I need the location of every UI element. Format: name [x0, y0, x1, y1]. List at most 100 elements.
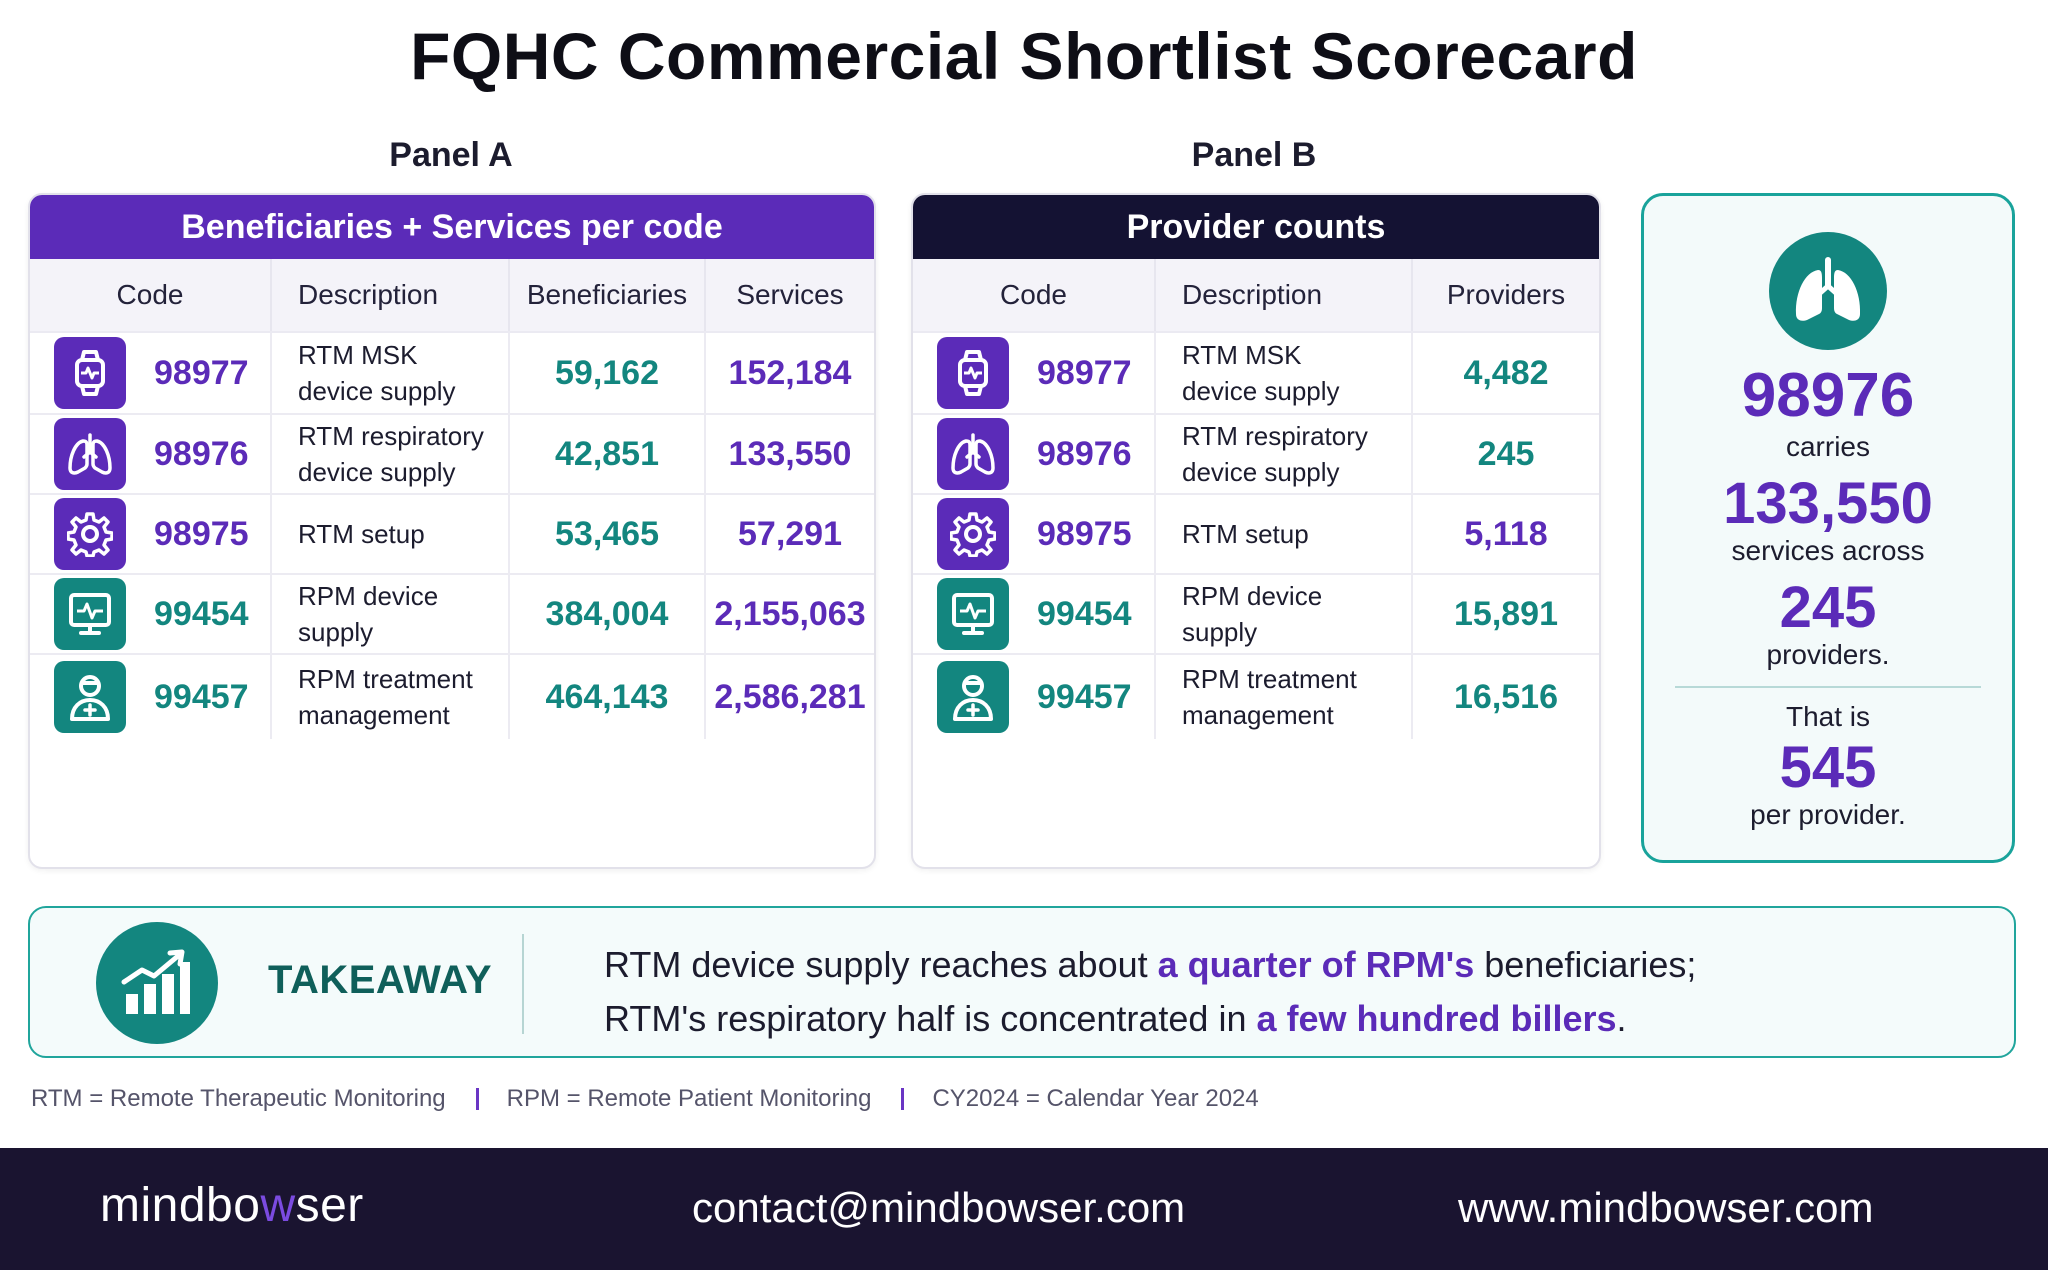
description-cell: RPM treatment management: [272, 655, 510, 739]
description-text: RPM treatment management: [1182, 664, 1357, 730]
takeaway-divider: [522, 934, 524, 1034]
code-cell: 98977: [913, 333, 1156, 413]
column-header-providers: Providers: [1446, 279, 1566, 310]
description-text: RPM device supply: [298, 581, 439, 647]
code-value: 98977: [154, 353, 249, 392]
description-text: RPM treatment management: [298, 664, 473, 730]
description-text: RTM respiratory device supply: [298, 421, 484, 487]
code-cell: 98977: [30, 333, 272, 413]
panel-b-table: Provider counts Code Description Provide…: [911, 193, 1601, 869]
providers-cell: 16,516: [1413, 655, 1599, 739]
services-value: 57,291: [738, 514, 842, 553]
beneficiaries-value: 53,465: [555, 514, 659, 553]
table-row: 98977 RTM MSK device supply 59,162 152,184: [30, 333, 874, 415]
providers-cell: 245: [1413, 415, 1599, 493]
table-row: 99457 RPM treatment management 16,516: [913, 655, 1599, 739]
monitor-pulse-icon: [937, 578, 1009, 650]
smartwatch-icon: [937, 337, 1009, 409]
code-cell: 98976: [913, 415, 1156, 493]
column-header-code: Code: [913, 259, 1156, 331]
callout-text-per-provider: per provider.: [1750, 799, 1906, 830]
callout-code: 98976: [1741, 361, 1915, 430]
doctor-icon: [937, 661, 1009, 733]
brand-logo-accent: w: [260, 1179, 296, 1232]
providers-value: 4,482: [1463, 353, 1549, 392]
description-cell: RPM device supply: [272, 575, 510, 653]
takeaway-line-1: RTM device supply reaches about a quarte…: [604, 938, 1696, 992]
description-text: RPM device supply: [1182, 581, 1323, 647]
code-value: 98976: [154, 434, 249, 473]
panel-b-header: Provider counts: [913, 195, 1599, 259]
providers-value: 5,118: [1464, 514, 1548, 553]
brand-logo-part: mindbo: [100, 1179, 261, 1232]
panel-b-body: 98977 RTM MSK device supply 4,482 98976 RTM …: [913, 333, 1599, 739]
panel-a-label: Panel A: [389, 136, 513, 174]
takeaway-banner: TAKEAWAY RTM device supply reaches about…: [28, 906, 2016, 1058]
table-row: 98976 RTM respiratory device supply 42,851…: [30, 415, 874, 495]
takeaway-text: RTM device supply reaches about a quarte…: [604, 938, 1696, 1046]
description-text: RTM MSK device supply: [298, 340, 456, 406]
footer-bar: mindbowser contact@mindbowser.com www.mi…: [0, 1148, 2048, 1270]
contact-email-link[interactable]: contact@mindbowser.com: [692, 1184, 1186, 1231]
lungs-icon: [937, 418, 1009, 490]
lungs-icon: [54, 418, 126, 490]
beneficiaries-cell: 59,162: [510, 333, 706, 413]
code-value: 99457: [154, 677, 249, 716]
table-row: 98977 RTM MSK device supply 4,482: [913, 333, 1599, 415]
callout-divider: [1675, 686, 1981, 688]
panel-a-table: Beneficiaries + Services per code Code D…: [28, 193, 876, 869]
takeaway-line-1-start: RTM device supply reaches about: [604, 944, 1158, 985]
providers-value: 245: [1477, 434, 1535, 473]
code-cell: 98975: [913, 495, 1156, 573]
services-cell: 2,586,281: [706, 655, 874, 739]
gear-icon: [937, 498, 1009, 570]
code-cell: 99454: [913, 575, 1156, 653]
callout-providers: 245: [1779, 575, 1877, 640]
services-value: 152,184: [728, 353, 852, 392]
code-value: 98977: [1037, 353, 1132, 392]
callout-services: 133,550: [1723, 471, 1933, 536]
website-link[interactable]: www.mindbowser.com: [1458, 1184, 1874, 1231]
footnotes: RTM = Remote Therapeutic Monitoring RPM …: [31, 1085, 1259, 1113]
panel-a-column-headers: Code Description Beneficiaries Services: [30, 259, 874, 333]
beneficiaries-value: 59,162: [555, 353, 659, 392]
beneficiaries-value: 384,004: [545, 594, 669, 633]
services-value: 133,550: [728, 434, 852, 473]
beneficiaries-value: 464,143: [545, 677, 669, 716]
callout-text-services-across: services across: [1731, 535, 1925, 566]
services-value: 2,586,281: [714, 677, 866, 716]
table-row: 98975 RTM setup 53,465 57,291: [30, 495, 874, 575]
code-value: 98976: [1037, 434, 1132, 473]
services-cell: 2,155,063: [706, 575, 874, 653]
beneficiaries-cell: 384,004: [510, 575, 706, 653]
takeaway-line-2-start: RTM's respiratory half is concentrated i…: [604, 998, 1257, 1039]
panel-a-header: Beneficiaries + Services per code: [30, 195, 874, 259]
panel-b-column-headers: Code Description Providers: [913, 259, 1599, 333]
description-cell: RTM setup: [272, 495, 510, 573]
callout-card: 98976 carries 133,550 services across 24…: [1641, 193, 2015, 863]
column-header-beneficiaries: Beneficiaries: [510, 259, 706, 331]
code-cell: 99457: [30, 655, 272, 739]
takeaway-label: TAKEAWAY: [268, 958, 493, 1002]
footnote-separator: [901, 1088, 905, 1110]
code-cell: 99454: [30, 575, 272, 653]
brand-logo-part: ser: [295, 1179, 364, 1232]
description-cell: RTM setup: [1156, 495, 1413, 573]
code-cell: 98976: [30, 415, 272, 493]
beneficiaries-cell: 42,851: [510, 415, 706, 493]
services-cell: 152,184: [706, 333, 874, 413]
gear-icon: [54, 498, 126, 570]
footnote-separator: [475, 1088, 479, 1110]
takeaway-highlight-1: a quarter of RPM's: [1157, 944, 1475, 985]
takeaway-highlight-2: a few hundred billers: [1256, 998, 1617, 1039]
code-value: 99457: [1037, 677, 1132, 716]
table-row: 98976 RTM respiratory device supply 245: [913, 415, 1599, 495]
footnote-rtm: RTM = Remote Therapeutic Monitoring: [31, 1085, 446, 1112]
providers-value: 15,891: [1454, 594, 1558, 633]
beneficiaries-value: 42,851: [555, 434, 659, 473]
description-cell: RTM MSK device supply: [272, 333, 510, 413]
description-cell: RTM respiratory device supply: [1156, 415, 1413, 493]
table-row: 99454 RPM device supply 15,891: [913, 575, 1599, 655]
description-text: RTM setup: [1182, 519, 1309, 549]
providers-cell: 15,891: [1413, 575, 1599, 653]
